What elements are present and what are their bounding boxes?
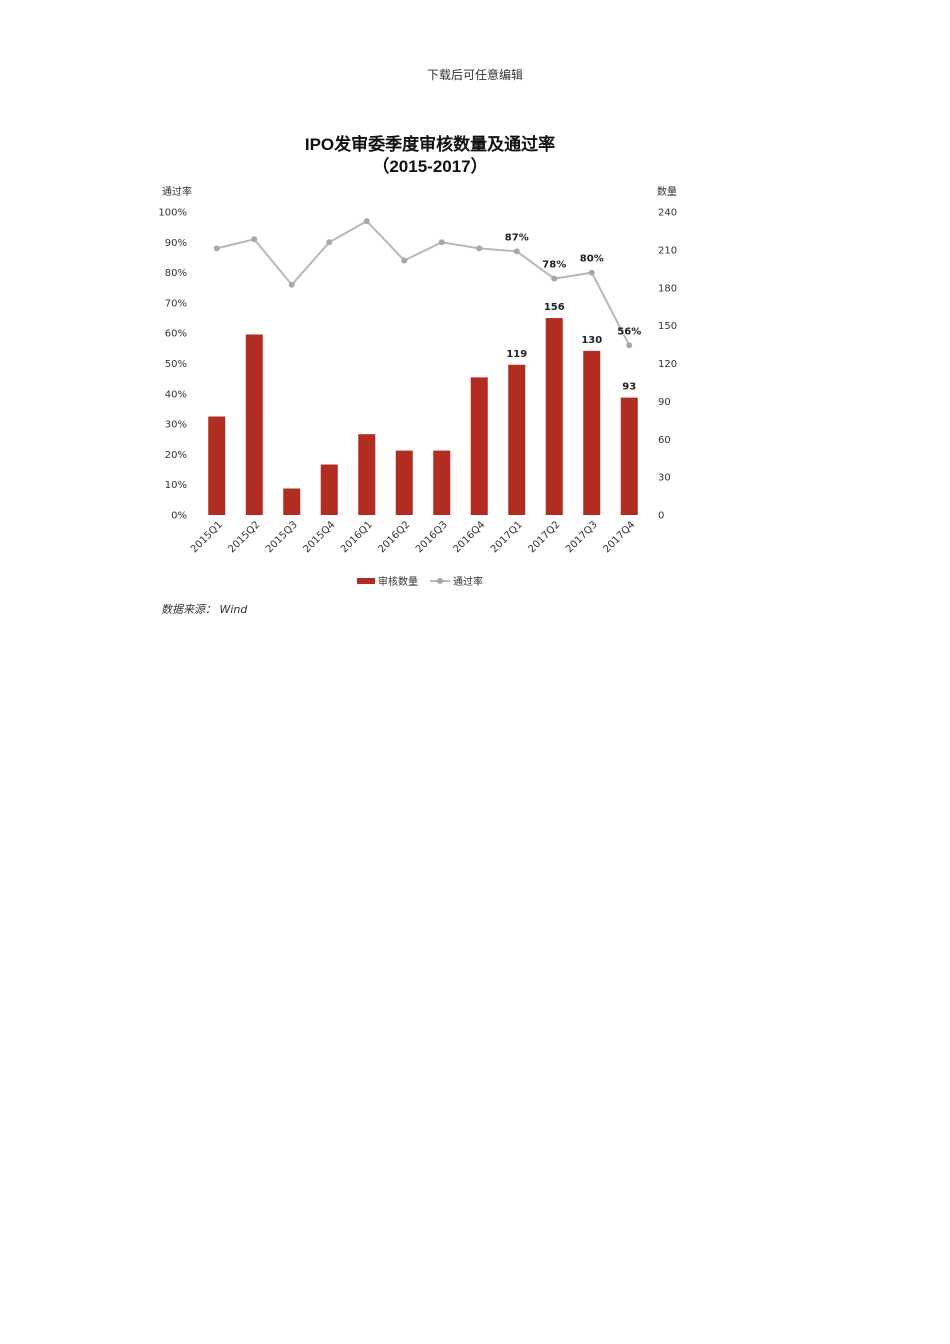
line-point xyxy=(476,245,483,252)
left-axis-tick-label: 100% xyxy=(158,208,187,219)
line-point xyxy=(213,245,220,252)
category-label: 2015Q1 xyxy=(189,519,225,555)
chart-subtitle: （2015-2017） xyxy=(372,157,488,176)
source-note: 数据来源： Wind xyxy=(161,603,248,616)
right-axis-tick-label: 0 xyxy=(658,511,664,522)
bar xyxy=(583,350,601,515)
line-data-label: 56% xyxy=(617,326,641,337)
right-axis-title: 数量 xyxy=(657,187,677,198)
line-point xyxy=(288,281,295,288)
bar-data-label: 93 xyxy=(622,382,636,393)
bar xyxy=(283,488,301,515)
right-axis-tick-label: 30 xyxy=(658,473,671,484)
line-point xyxy=(551,275,558,282)
line-point xyxy=(626,342,633,349)
right-axis-tick-label: 90 xyxy=(658,397,671,408)
left-axis-tick-label: 70% xyxy=(165,298,187,309)
bar xyxy=(470,377,488,515)
bar xyxy=(545,318,563,515)
chart-title-block: IPO发审委季度审核数量及通过率 （2015-2017） xyxy=(0,134,860,178)
chart-title: IPO发审委季度审核数量及通过率 xyxy=(304,135,556,154)
category-label: 2017Q3 xyxy=(564,519,600,555)
legend-bar-label: 审核数量 xyxy=(378,577,418,588)
bar xyxy=(245,334,263,515)
line-point xyxy=(438,239,445,246)
left-axis-tick-label: 0% xyxy=(171,511,187,522)
line-point xyxy=(588,269,595,276)
right-axis-tick-label: 60 xyxy=(658,435,671,446)
category-label: 2016Q2 xyxy=(377,519,413,555)
bar xyxy=(433,450,451,515)
bar xyxy=(508,364,526,515)
line-point xyxy=(513,248,520,255)
legend-line-swatch xyxy=(430,577,450,585)
category-label: 2015Q4 xyxy=(302,519,338,555)
left-axis-tick-label: 80% xyxy=(165,268,187,279)
category-label: 2017Q1 xyxy=(489,519,525,555)
pass-rate-line xyxy=(216,219,631,346)
line-point xyxy=(326,239,333,246)
category-label: 2017Q2 xyxy=(527,519,563,555)
legend-bar-swatch xyxy=(357,577,375,584)
line-point xyxy=(363,218,370,225)
right-axis-tick-label: 120 xyxy=(658,359,677,370)
chart-legend: 审核数量 通过率 xyxy=(357,573,483,588)
line-point xyxy=(401,257,408,264)
category-label: 2016Q3 xyxy=(414,519,450,555)
left-axis-tick-label: 60% xyxy=(165,329,187,340)
left-axis-tick-label: 40% xyxy=(165,389,187,400)
left-axis-tick-label: 10% xyxy=(165,480,187,491)
right-axis-tick-label: 150 xyxy=(658,321,677,332)
bar-data-label: 130 xyxy=(581,335,602,346)
left-axis-title: 通过率 xyxy=(162,187,192,198)
left-axis-tick-label: 90% xyxy=(165,238,187,249)
bar xyxy=(208,416,226,515)
bar-data-label: 119 xyxy=(506,349,527,360)
category-label: 2016Q4 xyxy=(452,519,488,555)
bar xyxy=(320,464,338,515)
bar-data-label: 156 xyxy=(544,302,565,313)
line-data-label: 87% xyxy=(505,232,529,243)
bar xyxy=(358,434,376,515)
line-data-label: 78% xyxy=(542,260,566,271)
bar xyxy=(620,397,638,515)
right-axis-tick-label: 210 xyxy=(658,245,677,256)
line-data-label: 80% xyxy=(580,254,604,265)
right-axis-tick-label: 180 xyxy=(658,283,677,294)
left-axis-tick-label: 20% xyxy=(165,450,187,461)
legend-line-label: 通过率 xyxy=(453,577,483,588)
left-axis-tick-label: 50% xyxy=(165,359,187,370)
category-label: 2015Q3 xyxy=(264,519,300,555)
category-label: 2015Q2 xyxy=(227,519,263,555)
category-label: 2017Q4 xyxy=(602,519,638,555)
bar xyxy=(395,450,413,515)
left-axis-tick-label: 30% xyxy=(165,420,187,431)
right-axis-tick-label: 240 xyxy=(658,208,677,219)
category-label: 2016Q1 xyxy=(339,519,375,555)
combo-chart: 0% 10% 20% 30% 40% 50% 60% 70% 80% 90% 100% 0 30 60 90… xyxy=(158,208,677,556)
line-point xyxy=(251,236,258,243)
page-header: 下载后可任意编辑 xyxy=(426,68,523,82)
